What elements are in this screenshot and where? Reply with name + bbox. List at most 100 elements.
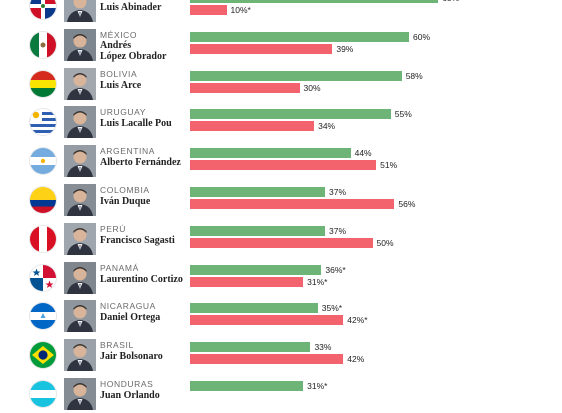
- portrait-icon: [64, 184, 96, 216]
- portrait-icon: [64, 145, 96, 178]
- disapprove-value-label: 56%: [398, 199, 416, 209]
- disapprove-bar: [190, 237, 373, 248]
- leader-name: Luis Abinader: [100, 2, 162, 13]
- portrait-icon: [64, 67, 96, 100]
- portrait-icon: [64, 261, 96, 294]
- leader-name: Laurentino Cortizo: [100, 273, 183, 285]
- portrait-icon: [64, 378, 96, 410]
- approve-bar: [190, 264, 322, 275]
- approve-value-label: 36%*: [325, 264, 346, 275]
- portrait-icon: [64, 106, 96, 139]
- bolivia-flag: [30, 70, 56, 97]
- portrait-icon: [64, 0, 96, 22]
- disapprove-bar: [190, 5, 227, 15]
- panama-flag: [30, 264, 56, 291]
- peru-flag: [30, 225, 56, 252]
- leader-photo: [64, 184, 96, 216]
- disapprove-bar: [190, 199, 395, 209]
- leader-photo: [64, 145, 96, 178]
- disapprove-bar: [190, 82, 300, 93]
- disapprove-bar: [190, 276, 304, 287]
- country-label: México: [100, 29, 138, 40]
- disapprove-value-label: 31%*: [307, 276, 328, 287]
- approve-bar: [190, 225, 326, 236]
- approve-bar: [190, 342, 311, 353]
- chart-row: México Andrés López Obrador 60% 39%: [0, 26, 562, 64]
- chart-row: Nicaragua Daniel Ortega 35%* 42%*: [0, 297, 562, 335]
- leader-name: Luis Lacalle Pou: [100, 118, 172, 130]
- leader-photo: [64, 222, 96, 255]
- disapprove-bar: [190, 354, 344, 365]
- leader-name: Jair Bolsonaro: [100, 351, 163, 363]
- portrait-icon: [64, 28, 96, 61]
- mexico-flag: [30, 31, 56, 58]
- country-label: Brasil: [100, 340, 134, 351]
- disapprove-value-label: 42%*: [347, 315, 368, 326]
- leader-name: Iván Duque: [100, 196, 151, 207]
- approve-bar: [190, 31, 409, 42]
- chart-row: República DominicanaLuis Abinader 68%* 10%…: [0, 0, 562, 25]
- disapprove-value-label: 42%: [347, 354, 365, 365]
- country-label: Honduras: [100, 379, 154, 389]
- approve-value-label: 60%: [413, 31, 431, 42]
- chart-row: Brasil Jair Bolsonaro 33% 42%: [0, 336, 562, 374]
- disapprove-value-label: 51%: [380, 160, 398, 171]
- leader-photo: [64, 378, 96, 410]
- leader-photo: [64, 261, 96, 294]
- leader-photo: [64, 300, 96, 333]
- leader-name: Francisco Sagasti: [100, 234, 175, 246]
- approve-bar: [190, 148, 351, 159]
- disapprove-value-label: 50%: [376, 237, 394, 248]
- approve-value-label: 35%*: [321, 303, 343, 314]
- country-label: Argentina: [100, 146, 155, 157]
- leader-photo: [64, 67, 96, 100]
- leader-name: Alberto Fernández: [100, 157, 181, 169]
- approve-value-label: 44%: [354, 148, 372, 159]
- disapprove-value-label: 34%: [318, 121, 336, 132]
- disapprove-value-label: 30%: [303, 82, 321, 93]
- disapprove-bar: [190, 121, 315, 132]
- approve-bar: [190, 381, 304, 391]
- disapprove-bar: [190, 160, 377, 171]
- nicaragua-flag: [30, 303, 56, 330]
- approve-value-label: 55%: [394, 109, 412, 120]
- leader-photo: [64, 0, 96, 22]
- chart-row: Argentina Alberto Fernández 44% 51%: [0, 142, 562, 180]
- portrait-icon: [64, 300, 96, 333]
- honduras-flag: [30, 381, 56, 407]
- country-label: Perú: [100, 223, 127, 234]
- approve-bar: [190, 303, 318, 314]
- approve-bar: [190, 109, 391, 120]
- approve-value-label: 37%: [329, 225, 347, 236]
- chart-row: Panamá Laurentino Cortizo 36%* 31%*: [0, 259, 562, 297]
- disapprove-value-label: 39%: [336, 43, 354, 54]
- approve-value-label: 68%*: [442, 0, 462, 3]
- portrait-icon: [64, 339, 96, 372]
- chart-row: Uruguay Luis Lacalle Pou 55% 34%: [0, 103, 562, 141]
- portrait-icon: [64, 222, 96, 255]
- leader-name: Luis Arce: [100, 79, 142, 91]
- brazil-flag: [30, 342, 56, 369]
- argentina-flag: [30, 148, 56, 175]
- country-label: Colombia: [100, 185, 150, 195]
- leader-photo: [64, 106, 96, 139]
- disapprove-bar: [190, 315, 344, 326]
- country-label: Panamá: [100, 262, 139, 273]
- country-label: Bolivia: [100, 68, 138, 79]
- country-label: República Dominicana: [100, 0, 216, 1]
- country-label: Nicaragua: [100, 301, 156, 312]
- approve-bar: [190, 187, 326, 197]
- disapprove-value-label: 10%*: [230, 5, 251, 15]
- leader-photo: [64, 339, 96, 372]
- chart-row: Bolivia Luis Arce 58% 30%: [0, 65, 562, 103]
- country-label: Uruguay: [100, 107, 147, 118]
- disapprove-bar: [190, 43, 333, 54]
- approve-bar: [190, 70, 402, 81]
- chart-row: Perú Francisco Sagasti 37% 50%: [0, 220, 562, 258]
- chart-row: Colombia Iván Duque 37% 56%: [0, 181, 562, 219]
- dominican-republic-flag: [30, 0, 56, 19]
- leader-name: Daniel Ortega: [100, 312, 161, 324]
- uruguay-flag: [30, 109, 56, 136]
- colombia-flag: [30, 187, 56, 213]
